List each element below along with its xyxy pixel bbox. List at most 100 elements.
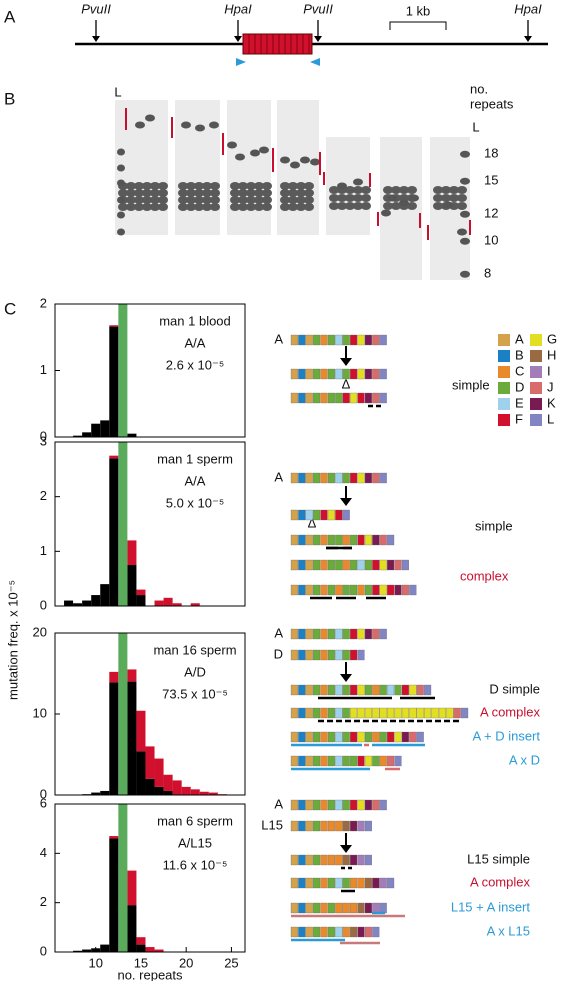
bar-segment (154, 758, 164, 787)
gel-band (238, 196, 248, 204)
gel-band (441, 186, 451, 194)
gel-band (250, 149, 260, 157)
gel-band (246, 182, 256, 190)
repeat-unit (313, 509, 321, 521)
repeat-unit (313, 472, 321, 484)
repeat-unit (298, 799, 306, 811)
y-tick-label: 1 (40, 543, 47, 558)
repeat-unit (298, 584, 306, 596)
gel-band (126, 182, 136, 190)
legend-swatch (498, 414, 510, 426)
repeat-unit (290, 559, 298, 571)
gel-band (150, 189, 160, 197)
gel-band (126, 196, 136, 204)
gel-band (433, 202, 443, 210)
repeat-unit (357, 584, 365, 596)
gel-band (288, 203, 298, 211)
scale-bar (389, 21, 447, 30)
repeat-unit (350, 707, 358, 719)
repeat-unit (342, 731, 350, 743)
deletion-mark: Δ (342, 376, 351, 391)
repeat-unit (364, 799, 372, 811)
gel-band (254, 182, 264, 190)
repeat-unit (357, 368, 365, 380)
y-tick-label: 0 (40, 943, 47, 958)
repeat-unit (357, 707, 365, 719)
gel-band (337, 202, 347, 210)
deletion-mark: Δ (308, 515, 317, 530)
repeat-unit (364, 559, 372, 571)
allele-label: A (274, 796, 283, 811)
repeat-unit (313, 392, 321, 404)
bar-segment (73, 435, 83, 437)
repeat-unit (327, 584, 335, 596)
progenitor-band (118, 633, 128, 795)
repeat-unit (372, 628, 380, 640)
repeat-unit (350, 649, 358, 661)
panel-label: B (4, 89, 15, 108)
repeat-unit (305, 472, 313, 484)
repeat-unit (290, 820, 298, 832)
repeat-unit (320, 755, 328, 767)
repeat-unit (320, 707, 328, 719)
panel-label: A (4, 7, 16, 26)
y-tick-label: 2 (40, 488, 47, 503)
repeat-unit (372, 877, 380, 889)
repeat-unit (320, 820, 328, 832)
progenitor-band (118, 804, 128, 952)
repeat-unit (320, 926, 328, 938)
annotation: 11.6 x 10⁻⁵ (163, 857, 228, 872)
bar-segment (154, 600, 164, 606)
repeat-unit (298, 559, 306, 571)
repeat-unit (342, 707, 350, 719)
gel-band (158, 189, 168, 197)
repeat-unit (350, 368, 358, 380)
repeat-unit (320, 559, 328, 571)
repeat-unit (357, 799, 365, 811)
repeat-unit (364, 628, 372, 640)
repeat-unit (453, 707, 461, 719)
gel-band (194, 182, 204, 190)
gel-band (387, 194, 397, 202)
mutant-class: A + D insert (472, 728, 540, 743)
bar-segment (136, 937, 146, 945)
bar-segment (82, 600, 92, 606)
arrow-head (340, 845, 352, 853)
annotation: man 16 sperm (153, 642, 236, 657)
repeat-unit (313, 902, 321, 914)
repeat-unit (387, 877, 395, 889)
gel-band (238, 203, 248, 211)
repeat-unit (379, 534, 387, 546)
repeat-unit (342, 584, 350, 596)
repeat-unit (379, 799, 387, 811)
legend-swatch (530, 414, 542, 426)
repeat-unit (298, 534, 306, 546)
repeat-unit (313, 731, 321, 743)
gel-tick-label: 15 (484, 173, 498, 188)
gel-band (134, 203, 144, 211)
repeat-unit (305, 731, 313, 743)
repeat-unit (290, 392, 298, 404)
gel-tick-label: 12 (484, 206, 498, 221)
gel-tick-label: 10 (484, 233, 498, 248)
repeat-unit (327, 472, 335, 484)
repeat-unit (364, 707, 372, 719)
gel-axis-title: no. (470, 81, 488, 96)
repeat-unit (350, 628, 358, 640)
bar-segment (154, 949, 164, 952)
gel-band (254, 189, 264, 197)
gel-band (441, 194, 451, 202)
repeat-unit (364, 902, 372, 914)
repeat-unit (350, 684, 358, 696)
allele-label: A (274, 331, 283, 346)
histogram: 0 2 4 6 10 15 20 25 no. repeats man 6 sperm A/L15 1… (40, 795, 246, 982)
gel-lane (227, 100, 271, 235)
allele-label: L15 (261, 817, 283, 832)
gel-band (280, 196, 290, 204)
histogram: 0 10 20 man 16 sperm A/D 73.5 x 10⁻⁵ (33, 624, 246, 801)
repeat-unit (298, 854, 306, 866)
repeat-unit (342, 755, 350, 767)
repeat-unit (372, 392, 380, 404)
bar-segment (109, 458, 119, 606)
repeat-unit (364, 534, 372, 546)
